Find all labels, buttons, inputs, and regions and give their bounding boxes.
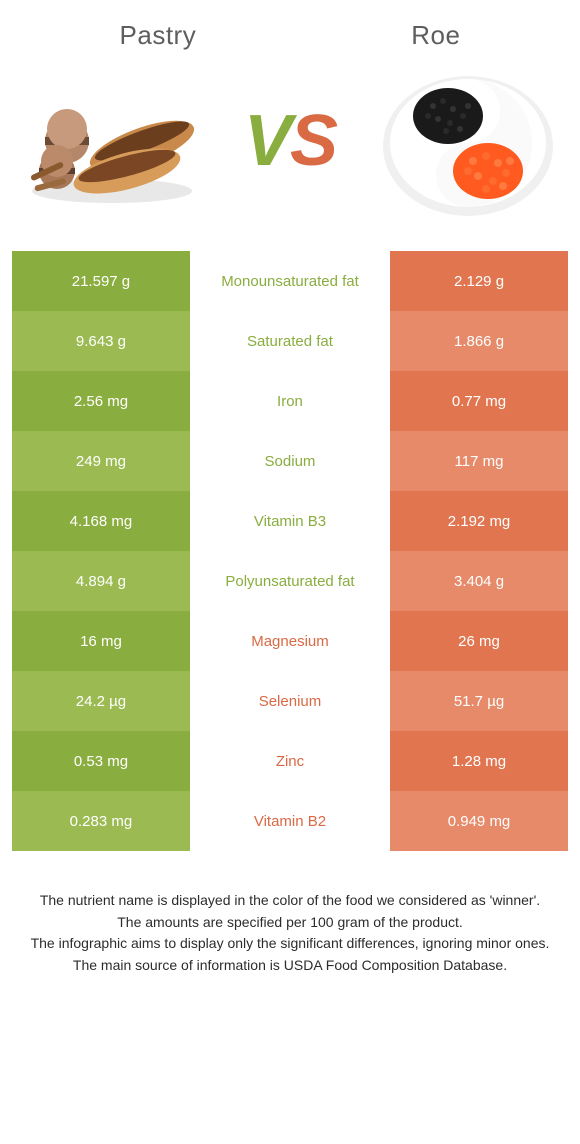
cell-nutrient-name: Zinc bbox=[190, 731, 390, 791]
cell-nutrient-name: Monounsaturated fat bbox=[190, 251, 390, 311]
footer-line-2: The amounts are specified per 100 gram o… bbox=[22, 913, 558, 933]
cell-left-value: 249 mg bbox=[12, 431, 190, 491]
cell-right-value: 51.7 µg bbox=[390, 671, 568, 731]
vs-v: V bbox=[244, 101, 290, 181]
title-left: Pastry bbox=[120, 20, 197, 51]
cell-nutrient-name: Vitamin B3 bbox=[190, 491, 390, 551]
cell-nutrient-name: Iron bbox=[190, 371, 390, 431]
footer: The nutrient name is displayed in the co… bbox=[12, 891, 568, 975]
cell-right-value: 0.77 mg bbox=[390, 371, 568, 431]
vs-s: S bbox=[290, 101, 336, 181]
cell-right-value: 26 mg bbox=[390, 611, 568, 671]
cell-left-value: 4.168 mg bbox=[12, 491, 190, 551]
cell-nutrient-name: Sodium bbox=[190, 431, 390, 491]
table-row: 0.53 mgZinc1.28 mg bbox=[12, 731, 568, 791]
cell-left-value: 24.2 µg bbox=[12, 671, 190, 731]
header: Pastry Roe bbox=[12, 20, 568, 51]
title-right: Roe bbox=[411, 20, 460, 51]
footer-line-1: The nutrient name is displayed in the co… bbox=[22, 891, 558, 911]
cell-left-value: 9.643 g bbox=[12, 311, 190, 371]
footer-line-4: The main source of information is USDA F… bbox=[22, 956, 558, 976]
table-row: 9.643 gSaturated fat1.866 g bbox=[12, 311, 568, 371]
cell-left-value: 0.53 mg bbox=[12, 731, 190, 791]
cell-right-value: 2.192 mg bbox=[390, 491, 568, 551]
footer-line-3: The infographic aims to display only the… bbox=[22, 934, 558, 954]
cell-left-value: 4.894 g bbox=[12, 551, 190, 611]
cell-left-value: 0.283 mg bbox=[12, 791, 190, 851]
cell-right-value: 2.129 g bbox=[390, 251, 568, 311]
pastry-image bbox=[22, 61, 202, 221]
cell-nutrient-name: Polyunsaturated fat bbox=[190, 551, 390, 611]
cell-right-value: 117 mg bbox=[390, 431, 568, 491]
cell-nutrient-name: Selenium bbox=[190, 671, 390, 731]
cell-nutrient-name: Vitamin B2 bbox=[190, 791, 390, 851]
table-row: 249 mgSodium117 mg bbox=[12, 431, 568, 491]
cell-left-value: 2.56 mg bbox=[12, 371, 190, 431]
cell-right-value: 3.404 g bbox=[390, 551, 568, 611]
table-row: 21.597 gMonounsaturated fat2.129 g bbox=[12, 251, 568, 311]
table-row: 2.56 mgIron0.77 mg bbox=[12, 371, 568, 431]
table-row: 16 mgMagnesium26 mg bbox=[12, 611, 568, 671]
table-row: 24.2 µgSelenium51.7 µg bbox=[12, 671, 568, 731]
cell-right-value: 0.949 mg bbox=[390, 791, 568, 851]
cell-right-value: 1.28 mg bbox=[390, 731, 568, 791]
roe-image bbox=[378, 61, 558, 221]
vs-label: VS bbox=[244, 100, 336, 182]
cell-right-value: 1.866 g bbox=[390, 311, 568, 371]
cell-nutrient-name: Magnesium bbox=[190, 611, 390, 671]
table-row: 4.168 mgVitamin B32.192 mg bbox=[12, 491, 568, 551]
table-row: 4.894 gPolyunsaturated fat3.404 g bbox=[12, 551, 568, 611]
table-row: 0.283 mgVitamin B20.949 mg bbox=[12, 791, 568, 851]
cell-left-value: 16 mg bbox=[12, 611, 190, 671]
images-row: VS bbox=[12, 61, 568, 221]
cell-nutrient-name: Saturated fat bbox=[190, 311, 390, 371]
cell-left-value: 21.597 g bbox=[12, 251, 190, 311]
comparison-table: 21.597 gMonounsaturated fat2.129 g9.643 … bbox=[12, 251, 568, 851]
